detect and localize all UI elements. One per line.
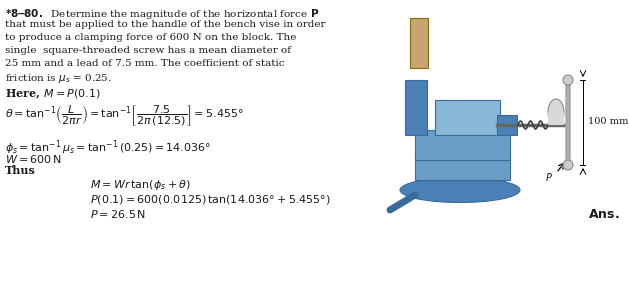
Text: Thus: Thus — [5, 165, 36, 176]
Text: Here, $M = P(0.1)$: Here, $M = P(0.1)$ — [5, 88, 101, 101]
Text: $\mathit{P}$: $\mathit{P}$ — [545, 171, 553, 183]
Ellipse shape — [563, 160, 573, 170]
Bar — [415, 158, 510, 180]
Text: that must be applied to the handle of the bench vise in order: that must be applied to the handle of th… — [5, 20, 325, 29]
Ellipse shape — [563, 75, 573, 85]
Text: $\bf{*8\!\!-\!\!80.}$  Determine the magnitude of the horizontal force $\bf{P}$: $\bf{*8\!\!-\!\!80.}$ Determine the magn… — [5, 7, 320, 21]
Bar — [405, 80, 427, 135]
Text: 25 mm and a lead of 7.5 mm. The coefficient of static: 25 mm and a lead of 7.5 mm. The coeffici… — [5, 59, 284, 68]
Text: $\theta = \tan^{-1}\!\left(\dfrac{L}{2\pi r}\right) = \tan^{-1}\!\left[\dfrac{7.: $\theta = \tan^{-1}\!\left(\dfrac{L}{2\p… — [5, 103, 244, 128]
Text: to produce a clamping force of 600 N on the block. The: to produce a clamping force of 600 N on … — [5, 33, 296, 42]
Bar — [435, 100, 500, 135]
Text: 100 mm: 100 mm — [588, 117, 628, 127]
Text: friction is $\mu_s$ = 0.25.: friction is $\mu_s$ = 0.25. — [5, 72, 112, 85]
Text: single  square-threaded screw has a mean diameter of: single square-threaded screw has a mean … — [5, 46, 291, 55]
Ellipse shape — [548, 99, 564, 125]
Ellipse shape — [400, 177, 520, 203]
Text: $P(0.1) = 600(0.0125)\,\tan(14.036° + 5.455°)$: $P(0.1) = 600(0.0125)\,\tan(14.036° + 5.… — [90, 193, 331, 206]
Bar — [410, 18, 428, 68]
Bar — [497, 115, 517, 135]
Bar — [548, 112, 564, 125]
Text: $M = Wr\,\tan(\phi_s + \theta)$: $M = Wr\,\tan(\phi_s + \theta)$ — [90, 178, 191, 192]
Text: $P = 26.5\,\mathrm{N}$: $P = 26.5\,\mathrm{N}$ — [90, 208, 146, 220]
Text: $\phi_s = \tan^{-1} \mu_s = \tan^{-1}(0.25) = 14.036°$: $\phi_s = \tan^{-1} \mu_s = \tan^{-1}(0.… — [5, 138, 211, 157]
Text: $W = 600\,\mathrm{N}$: $W = 600\,\mathrm{N}$ — [5, 153, 62, 165]
Text: $\mathbf{Ans.}$: $\mathbf{Ans.}$ — [589, 208, 620, 221]
Bar — [415, 130, 510, 160]
